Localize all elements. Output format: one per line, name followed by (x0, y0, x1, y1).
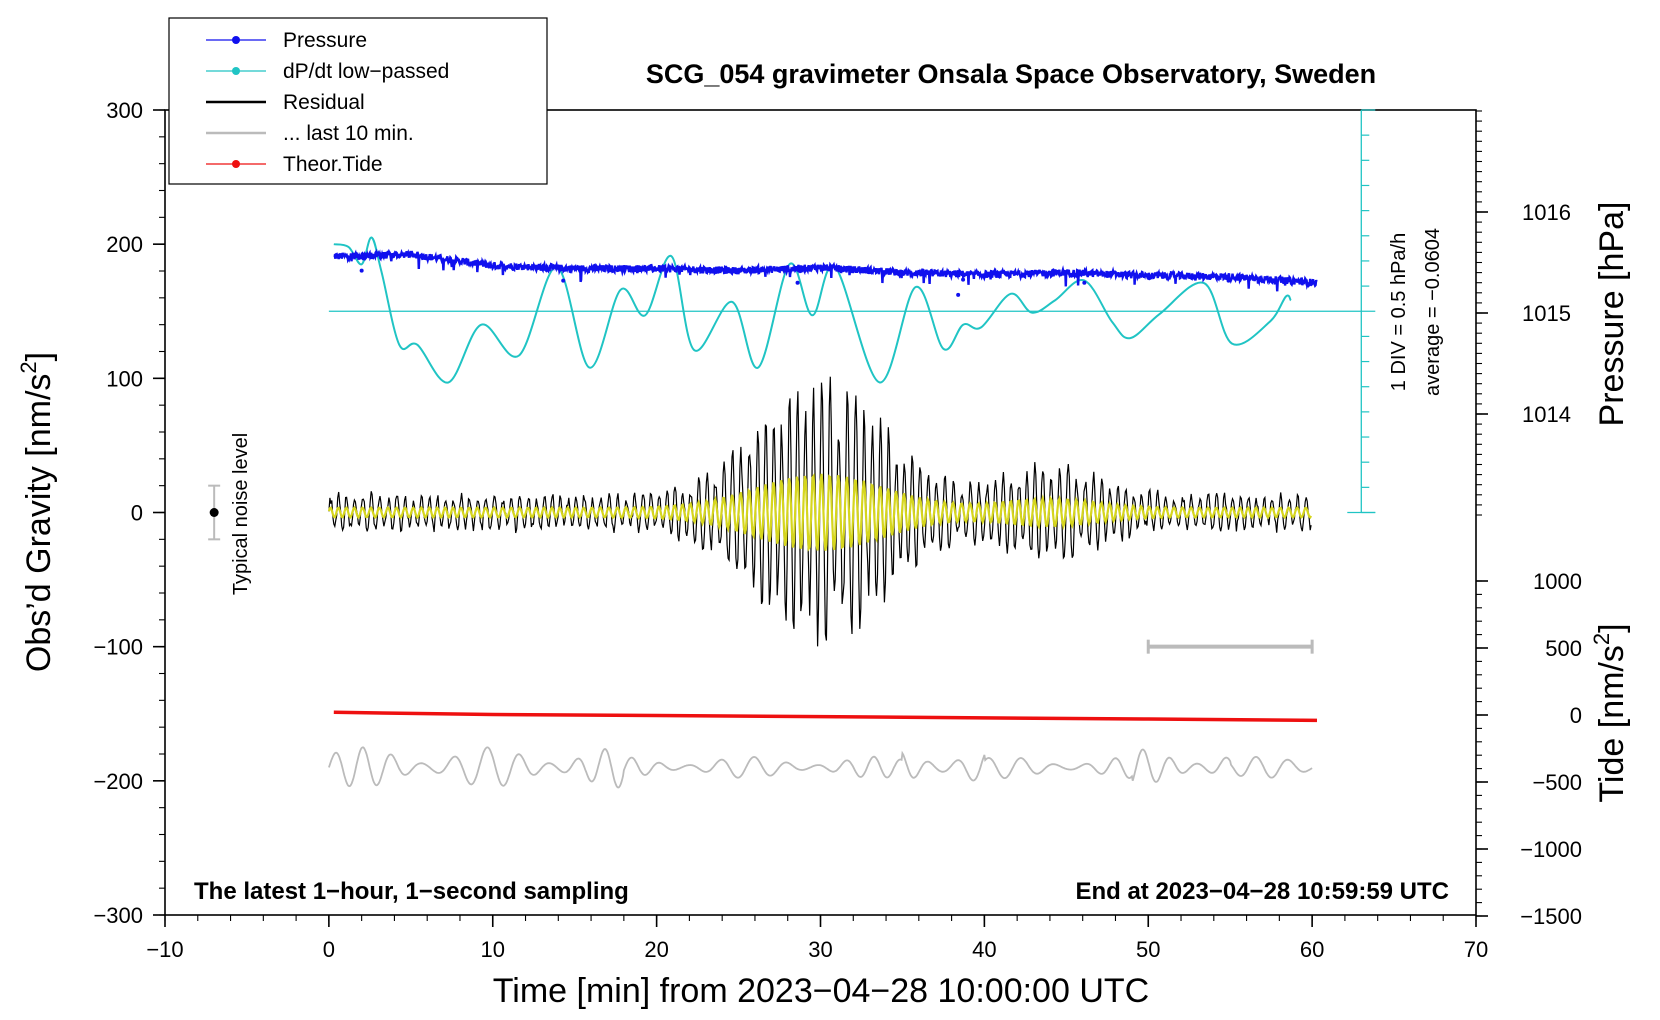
pressure-dot (795, 280, 800, 285)
x-tick-label: 30 (808, 937, 832, 962)
footer-end-time-text: End at 2023−04−28 10:59:59 UTC (1075, 878, 1449, 905)
theor-tide-series (333, 710, 1318, 723)
legend-label: Pressure (283, 29, 367, 52)
x-axis-label: Time [min] from 2023−04−28 10:00:00 UTC (493, 972, 1149, 1010)
y-tick-label: −100 (93, 635, 143, 660)
y-tick-label: 100 (106, 366, 143, 391)
x-tick-label: 60 (1300, 937, 1324, 962)
y-axis-tide: 1000 500 0 −500 −1000 −1500 (1476, 569, 1582, 929)
y-axis-label: Obs’d Gravity [nm/s2] (16, 352, 58, 672)
pressure-dot (961, 277, 966, 282)
chart-title: SCG_054 gravimeter Onsala Space Observat… (646, 59, 1376, 89)
x-tick-label: 0 (323, 937, 335, 962)
tide-tick-label: −500 (1532, 770, 1582, 795)
last-10-min-line (328, 746, 1313, 789)
legend: Pressure dP/dt low−passed Residual ... last… (168, 17, 548, 185)
y-tick-label: 200 (106, 232, 143, 257)
tide-axis-label: Tide [nm/s2] (1589, 623, 1631, 802)
y-axis-left: 300 200 100 0 −100 −200 −300 (93, 98, 165, 928)
y-tick-label: −300 (93, 903, 143, 928)
legend-label: ... last 10 min. (283, 122, 414, 145)
y-tick-label: 0 (131, 501, 143, 526)
pressure-tick-label: 1015 (1522, 301, 1571, 326)
legend-swatch-dot (232, 36, 240, 44)
residual-lowpass-series (327, 472, 1313, 552)
x-tick-label: 40 (972, 937, 996, 962)
x-tick-label: 10 (481, 937, 505, 962)
y-tick-label: −200 (93, 769, 143, 794)
pressure-line (333, 248, 1318, 292)
x-tick-label: 50 (1136, 937, 1160, 962)
footer-sampling-text: The latest 1−hour, 1−second sampling (194, 878, 629, 905)
x-tick-label: −10 (146, 937, 183, 962)
x-axis: −10 0 10 20 30 40 50 60 70 (146, 915, 1488, 962)
legend-label: Residual (283, 91, 365, 114)
x-tick-label: 70 (1464, 937, 1488, 962)
pressure-dot (359, 268, 364, 273)
dpdt-scale-text: 1 DIV = 0.5 hPa/h (1388, 233, 1410, 391)
pressure-tick-label: 1016 (1522, 200, 1571, 225)
tide-tick-label: 0 (1570, 703, 1582, 728)
dpdt-series (333, 236, 1292, 384)
theor-tide-line (333, 710, 1318, 723)
pressure-series (333, 248, 1318, 297)
tide-tick-label: 500 (1545, 636, 1582, 661)
last-10-min-bar (1146, 639, 1314, 654)
y-axis-pressure: 1016 1015 1014 (1476, 110, 1571, 516)
tide-tick-label: −1500 (1520, 904, 1582, 929)
last-10-min-series (328, 746, 1313, 789)
noise-level-dot (209, 508, 219, 517)
legend-swatch-dot (232, 160, 240, 168)
pressure-tick-label: 1014 (1522, 402, 1571, 427)
pressure-dot (1082, 280, 1087, 285)
dpdt-average-text: average = −0.0604 (1422, 228, 1444, 396)
tide-tick-label: 1000 (1533, 569, 1582, 594)
dpdt-line (333, 236, 1292, 384)
x-tick-label: 20 (644, 937, 668, 962)
pressure-axis-label: Pressure [hPa] (1593, 202, 1631, 427)
tide-tick-label: −1000 (1520, 837, 1582, 862)
legend-box (168, 17, 548, 185)
y-tick-label: 300 (106, 98, 143, 123)
legend-label: Theor.Tide (283, 153, 383, 176)
pressure-dot (1226, 278, 1231, 283)
dpdt-scale-bar (1347, 109, 1376, 514)
legend-label: dP/dt low−passed (283, 60, 449, 83)
noise-level-label: Typical noise level (230, 433, 252, 595)
noise-level-marker (208, 484, 221, 541)
legend-swatch-dot (232, 67, 240, 75)
pressure-dot (561, 278, 566, 283)
residual-lowpass-line (327, 472, 1313, 552)
pressure-dot (956, 292, 961, 297)
